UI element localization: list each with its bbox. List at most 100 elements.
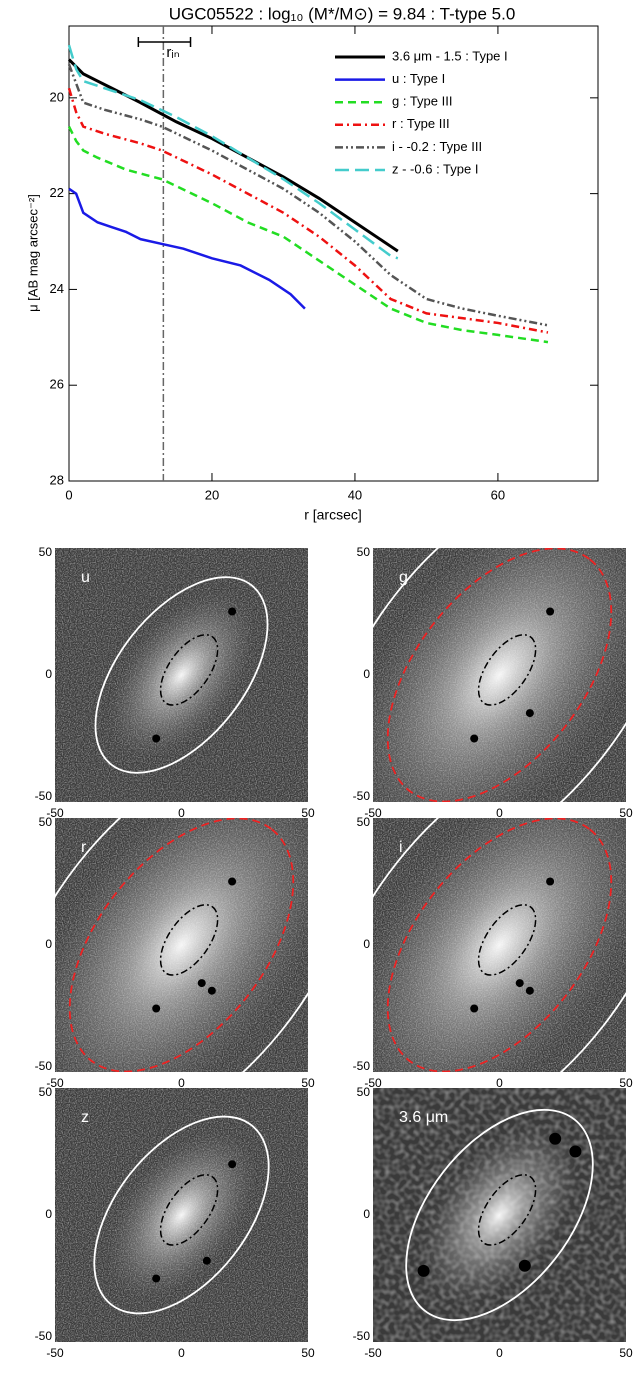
panel-image — [55, 818, 308, 1072]
image-panel: 3.6 μm -50 0 50 50 0 -50 — [353, 1085, 633, 1360]
outer-ellipse — [93, 1115, 270, 1315]
y-tick-label: -50 — [353, 789, 371, 803]
y-tick-label: -50 — [35, 1329, 53, 1343]
masked-star — [207, 986, 216, 995]
x-tick-label: 50 — [301, 1076, 315, 1090]
r-in-label: rᵢₙ — [166, 44, 179, 61]
y-tick-label: -50 — [353, 1329, 371, 1343]
x-tick-label: 50 — [301, 806, 315, 820]
inner-ellipse — [159, 1174, 219, 1246]
y-tick-label: -50 — [353, 1059, 371, 1073]
x-tick-label: 0 — [496, 1076, 503, 1090]
x-tick-label: -50 — [46, 1346, 64, 1360]
series-line — [67, 126, 549, 344]
masked-star — [546, 877, 555, 886]
y-tick-label: 0 — [45, 1207, 52, 1221]
x-tick-label: 20 — [205, 487, 219, 502]
masked-star — [546, 607, 555, 616]
y-tick-label: 50 — [357, 1085, 371, 1099]
x-tick-label: 50 — [619, 1076, 633, 1090]
outer-ellipse — [405, 1108, 594, 1322]
masked-star — [525, 986, 534, 995]
galaxy-glow — [373, 818, 626, 1072]
panel-image — [373, 1088, 626, 1342]
x-tick-label: -50 — [46, 806, 64, 820]
y-axis-label: μ [AB mag arcsec⁻²] — [25, 194, 40, 312]
series-line — [68, 187, 306, 310]
series-line — [67, 44, 399, 260]
inner-ellipse — [159, 634, 219, 706]
panel-label: r — [81, 839, 87, 856]
y-tick-label: 50 — [39, 1085, 53, 1099]
x-tick-label: 0 — [178, 1346, 185, 1360]
masked-star — [228, 607, 237, 616]
x-tick-label: 50 — [301, 1346, 315, 1360]
break-ellipse — [386, 548, 613, 802]
legend-label: r : Type III — [392, 116, 450, 131]
y-tick-label: 26 — [50, 377, 64, 392]
inner-ellipse — [477, 904, 537, 976]
break-ellipse — [68, 818, 295, 1072]
panel-label: i — [399, 839, 403, 856]
y-tick-label: 22 — [50, 185, 64, 200]
masked-star — [515, 979, 524, 988]
image-panel: r -50 0 50 50 0 -50 — [35, 815, 315, 1090]
y-tick-label: 0 — [45, 937, 52, 951]
masked-star — [152, 1274, 161, 1283]
legend-label: u : Type I — [392, 71, 445, 86]
series-line — [67, 87, 549, 334]
masked-star — [549, 1132, 562, 1145]
outer-ellipse — [94, 576, 269, 774]
inner-ellipse — [477, 1174, 537, 1246]
legend-label: g : Type III — [392, 94, 452, 109]
y-tick-label: 50 — [357, 545, 371, 559]
panel-label: z — [81, 1109, 89, 1126]
x-tick-label: 0 — [496, 806, 503, 820]
y-tick-label: 24 — [50, 281, 64, 296]
legend-label: z - -0.6 : Type I — [392, 161, 478, 176]
y-tick-label: -50 — [35, 789, 53, 803]
galaxy-glow — [55, 818, 308, 1072]
image-panel: z -50 0 50 50 0 -50 — [35, 1085, 315, 1360]
masked-star — [569, 1145, 582, 1158]
panel-image — [55, 1088, 308, 1342]
inner-ellipse — [159, 904, 219, 976]
image-panel: u -50 0 50 50 0 -50 — [35, 545, 315, 820]
image-panel: g -50 0 50 50 0 -50 — [353, 545, 633, 820]
x-tick-label: 0 — [178, 1076, 185, 1090]
y-tick-label: 0 — [363, 937, 370, 951]
x-tick-label: 40 — [348, 487, 362, 502]
x-tick-label: 60 — [491, 487, 505, 502]
y-tick-label: 0 — [363, 1207, 370, 1221]
x-tick-label: 0 — [178, 806, 185, 820]
image-panel: i -50 0 50 50 0 -50 — [353, 815, 633, 1090]
galaxy-glow — [107, 1131, 256, 1299]
y-tick-label: 50 — [39, 545, 53, 559]
masked-star — [228, 877, 237, 886]
y-tick-label: 0 — [363, 667, 370, 681]
y-tick-label: 28 — [50, 472, 64, 487]
masked-star — [417, 1264, 430, 1277]
series-line — [67, 58, 399, 253]
outer-ellipse — [373, 818, 626, 1072]
masked-star — [228, 1160, 237, 1169]
galaxy-glow — [420, 1125, 579, 1305]
y-tick-label: 50 — [357, 815, 371, 829]
x-tick-label: -50 — [364, 806, 382, 820]
masked-star — [202, 1256, 211, 1265]
x-axis-label: r [arcsec] — [304, 507, 362, 523]
y-tick-label: 20 — [50, 89, 64, 104]
x-tick-label: 50 — [619, 806, 633, 820]
masked-star — [518, 1259, 531, 1272]
masked-star — [152, 1004, 161, 1013]
y-tick-label: -50 — [35, 1059, 53, 1073]
outer-ellipse — [373, 548, 626, 802]
outer-ellipse — [55, 818, 308, 1072]
x-tick-label: 50 — [619, 1346, 633, 1360]
galaxy-glow — [108, 591, 255, 759]
y-tick-label: 0 — [45, 667, 52, 681]
x-tick-label: 0 — [65, 487, 72, 502]
masked-star — [197, 979, 206, 988]
